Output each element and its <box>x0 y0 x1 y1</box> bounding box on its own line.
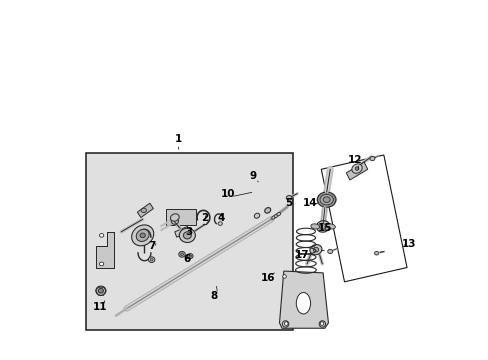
Ellipse shape <box>310 224 319 229</box>
Ellipse shape <box>354 167 358 170</box>
Polygon shape <box>137 203 153 217</box>
Ellipse shape <box>99 262 103 266</box>
Ellipse shape <box>271 216 275 219</box>
Ellipse shape <box>296 293 310 314</box>
Ellipse shape <box>276 212 280 216</box>
Ellipse shape <box>183 232 191 239</box>
Ellipse shape <box>150 258 153 261</box>
Bar <box>85 153 292 330</box>
Ellipse shape <box>369 157 374 161</box>
Ellipse shape <box>351 164 362 173</box>
Ellipse shape <box>180 253 183 256</box>
Text: 2: 2 <box>201 212 208 222</box>
Ellipse shape <box>317 192 335 207</box>
Ellipse shape <box>326 224 335 229</box>
Ellipse shape <box>284 322 287 325</box>
Polygon shape <box>175 226 189 237</box>
Text: 9: 9 <box>249 171 257 181</box>
Ellipse shape <box>274 214 278 217</box>
Ellipse shape <box>316 221 329 232</box>
Ellipse shape <box>282 321 288 327</box>
Ellipse shape <box>319 194 333 205</box>
Ellipse shape <box>179 228 195 243</box>
Ellipse shape <box>319 224 325 229</box>
Ellipse shape <box>327 249 332 253</box>
Ellipse shape <box>99 234 103 237</box>
Ellipse shape <box>136 229 149 242</box>
Ellipse shape <box>374 251 378 255</box>
Text: 11: 11 <box>92 302 107 312</box>
Text: 1: 1 <box>174 134 182 144</box>
Text: 3: 3 <box>185 227 192 237</box>
Text: 14: 14 <box>303 198 317 208</box>
Ellipse shape <box>313 247 318 252</box>
Ellipse shape <box>285 195 291 200</box>
Text: 5: 5 <box>285 198 292 208</box>
Ellipse shape <box>148 257 155 262</box>
Text: 17: 17 <box>294 250 308 260</box>
Text: 12: 12 <box>347 156 362 165</box>
Ellipse shape <box>319 321 325 327</box>
Text: 10: 10 <box>221 189 235 199</box>
Ellipse shape <box>309 244 321 255</box>
Ellipse shape <box>254 213 259 218</box>
Ellipse shape <box>170 214 179 221</box>
Ellipse shape <box>282 275 285 278</box>
Text: 6: 6 <box>183 253 191 264</box>
Ellipse shape <box>218 222 222 225</box>
Polygon shape <box>96 232 114 267</box>
Ellipse shape <box>320 322 323 325</box>
Ellipse shape <box>140 233 145 238</box>
Polygon shape <box>279 271 328 328</box>
Polygon shape <box>165 208 196 225</box>
Ellipse shape <box>187 253 193 258</box>
Ellipse shape <box>179 251 185 257</box>
Ellipse shape <box>96 286 106 296</box>
Ellipse shape <box>98 288 103 293</box>
Text: 4: 4 <box>217 212 224 222</box>
Ellipse shape <box>141 208 146 212</box>
Ellipse shape <box>131 225 153 246</box>
Text: 13: 13 <box>401 239 415 249</box>
Text: 15: 15 <box>317 223 331 233</box>
Ellipse shape <box>188 255 191 257</box>
Ellipse shape <box>264 208 270 213</box>
Ellipse shape <box>171 218 178 224</box>
Text: 7: 7 <box>148 241 155 251</box>
Text: 16: 16 <box>260 273 274 283</box>
Polygon shape <box>346 162 367 180</box>
Text: 8: 8 <box>210 291 217 301</box>
Ellipse shape <box>323 197 329 203</box>
